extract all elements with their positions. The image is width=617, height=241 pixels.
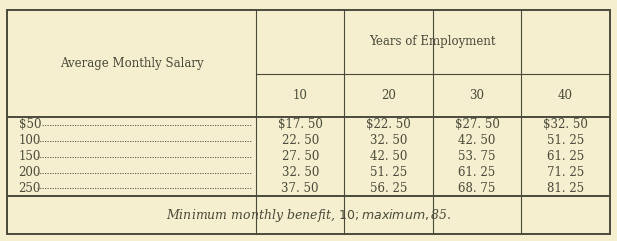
Text: Minimum monthly benefit, $10; maximum, $85.: Minimum monthly benefit, $10; maximum, $… [166,207,451,224]
Text: 22. 50: 22. 50 [281,134,319,147]
Text: $50: $50 [19,118,41,131]
Text: $17. 50: $17. 50 [278,118,323,131]
Text: Years of Employment: Years of Employment [370,35,496,48]
Text: 56. 25: 56. 25 [370,182,407,195]
Text: 42. 50: 42. 50 [370,150,407,163]
Text: 150: 150 [19,150,41,163]
Text: 32. 50: 32. 50 [370,134,407,147]
Text: 71. 25: 71. 25 [547,166,584,179]
Text: 53. 75: 53. 75 [458,150,496,163]
Text: 51. 25: 51. 25 [547,134,584,147]
Text: 42. 50: 42. 50 [458,134,495,147]
Text: $22. 50: $22. 50 [366,118,411,131]
Text: 200: 200 [19,166,41,179]
Text: $32. 50: $32. 50 [543,118,588,131]
Text: 37. 50: 37. 50 [281,182,319,195]
Text: 68. 75: 68. 75 [458,182,495,195]
Text: Average Monthly Salary: Average Monthly Salary [60,57,204,70]
Text: $27. 50: $27. 50 [455,118,499,131]
Text: 27. 50: 27. 50 [281,150,319,163]
Text: 40: 40 [558,89,573,102]
Text: 20: 20 [381,89,396,102]
Text: 100: 100 [19,134,41,147]
Text: 81. 25: 81. 25 [547,182,584,195]
Text: 51. 25: 51. 25 [370,166,407,179]
Text: 61. 25: 61. 25 [458,166,495,179]
Text: 250: 250 [19,182,41,195]
Text: 61. 25: 61. 25 [547,150,584,163]
Text: 32. 50: 32. 50 [281,166,319,179]
Text: 30: 30 [470,89,484,102]
Text: 10: 10 [293,89,308,102]
